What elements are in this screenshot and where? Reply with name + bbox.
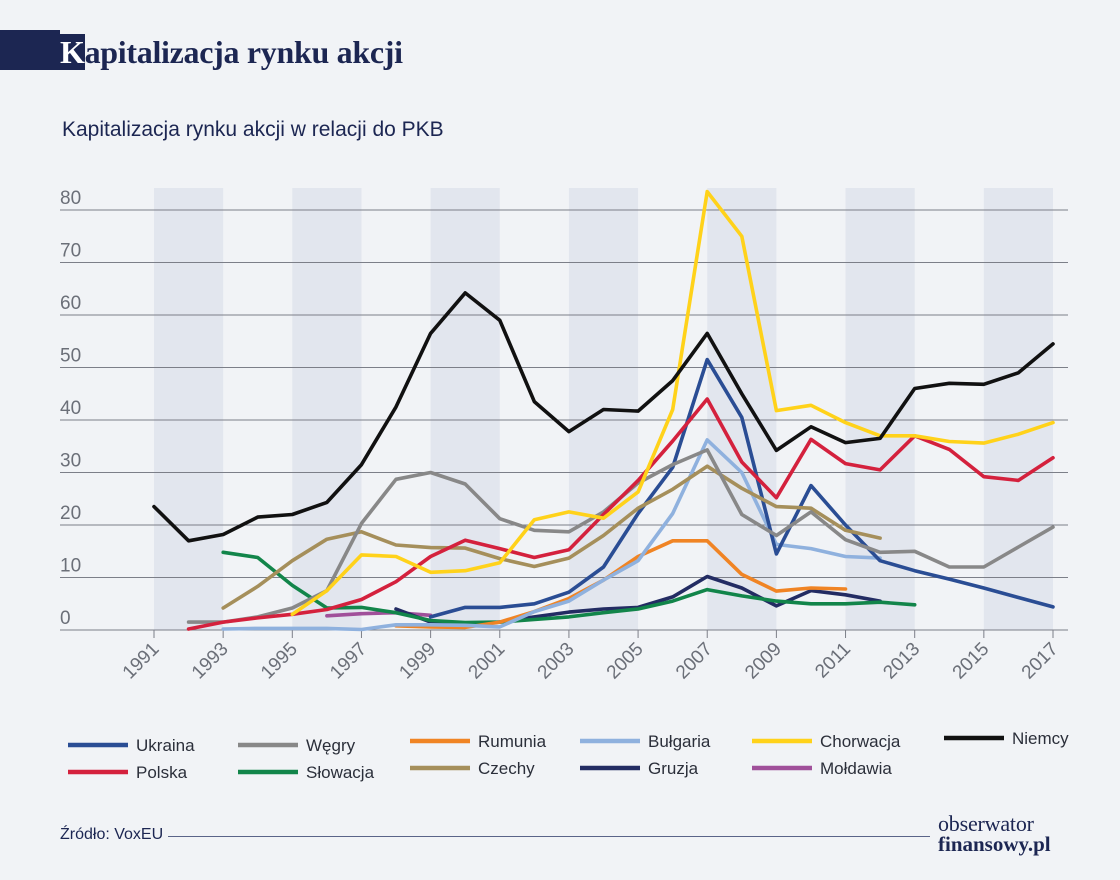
y-tick-label: 50 bbox=[60, 346, 81, 367]
legend-label: Ukraina bbox=[136, 736, 195, 755]
x-tick-label: 2007 bbox=[672, 639, 717, 684]
legend-label: Rumunia bbox=[478, 732, 547, 751]
x-tick-label: 1997 bbox=[326, 639, 371, 684]
shaded-band bbox=[154, 188, 224, 630]
y-tick-label: 40 bbox=[60, 398, 81, 419]
legend-label: Słowacja bbox=[306, 763, 375, 782]
page-title-rest: apitalizacja rynku akcji bbox=[84, 34, 403, 70]
legend-label: Bułgaria bbox=[648, 732, 711, 751]
logo-top-text: obserwator bbox=[938, 811, 1034, 836]
source-divider bbox=[168, 836, 930, 837]
shaded-band bbox=[983, 188, 1053, 630]
shaded-band bbox=[845, 188, 915, 630]
series-line bbox=[428, 357, 1055, 619]
x-tick-label: 1993 bbox=[188, 639, 233, 684]
x-tick-label: 2003 bbox=[534, 639, 579, 684]
page-title: Kapitalizacja rynku akcji bbox=[60, 30, 403, 70]
series-line bbox=[152, 291, 1055, 543]
publisher-logo: obserwator finansowy.pl bbox=[938, 811, 1078, 856]
x-tick-label: 2013 bbox=[879, 639, 924, 684]
title-accent-bar bbox=[0, 30, 60, 70]
x-tick-label: 2015 bbox=[949, 639, 994, 684]
x-tick-label: 1991 bbox=[119, 639, 164, 684]
y-tick-label: 10 bbox=[60, 556, 81, 577]
chart-subtitle: Kapitalizacja rynku akcji w relacji do P… bbox=[62, 118, 444, 141]
y-tick-label: 0 bbox=[60, 608, 71, 629]
x-tick-label: 2011 bbox=[811, 639, 855, 683]
x-tick-label: 2017 bbox=[1018, 639, 1063, 684]
page-title-initial: K bbox=[60, 34, 85, 70]
logo-bottom-text: finansowy.pl bbox=[938, 832, 1051, 856]
y-tick-label: 60 bbox=[60, 293, 81, 314]
legend-label: Polska bbox=[136, 763, 188, 782]
x-tick-label: 2005 bbox=[603, 639, 648, 684]
y-tick-label: 70 bbox=[60, 241, 81, 262]
legend-label: Czechy bbox=[478, 759, 535, 778]
x-tick-label: 1999 bbox=[395, 639, 440, 684]
shaded-band bbox=[707, 188, 777, 630]
x-tick-label: 2001 bbox=[465, 639, 510, 684]
x-tick-label: 2009 bbox=[741, 639, 786, 684]
series-line bbox=[290, 189, 1055, 617]
legend-label: Niemcy bbox=[1012, 729, 1069, 748]
x-tick-label: 1995 bbox=[257, 639, 302, 684]
series-line bbox=[221, 464, 882, 610]
y-tick-label: 80 bbox=[60, 188, 81, 209]
series-line bbox=[186, 397, 1055, 631]
legend-label: Węgry bbox=[306, 736, 356, 755]
y-tick-label: 20 bbox=[60, 503, 81, 524]
source-note: Źródło: VoxEU bbox=[60, 826, 164, 843]
y-tick-label: 30 bbox=[60, 451, 81, 472]
legend-label: Chorwacja bbox=[820, 732, 901, 751]
legend-label: Mołdawia bbox=[820, 759, 892, 778]
legend-label: Gruzja bbox=[648, 759, 699, 778]
shaded-band bbox=[292, 188, 362, 630]
